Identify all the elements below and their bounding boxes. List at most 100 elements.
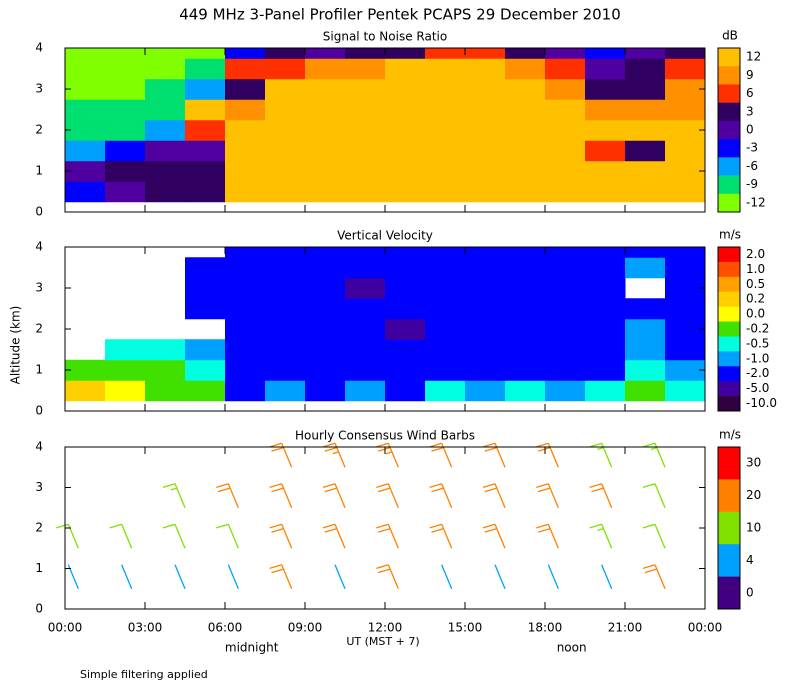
- colorbar-label: -0.2: [746, 322, 769, 336]
- barb-flag: [597, 527, 604, 531]
- barb-staff: [121, 523, 133, 549]
- barb-flag: [589, 483, 602, 488]
- heatmap-cell: [505, 318, 546, 340]
- barb-staff: [601, 524, 613, 549]
- wind-barb: [109, 523, 133, 549]
- heatmap-cell: [625, 119, 666, 141]
- barb-flag: [324, 527, 337, 533]
- heatmap-cell: [625, 298, 666, 320]
- heatmap-cell: [585, 359, 626, 381]
- heatmap-cell: [225, 380, 266, 402]
- barb-flag: [484, 446, 497, 452]
- colorbar-label: -12: [746, 195, 766, 209]
- colorbar-label: 1.0: [746, 262, 765, 276]
- heatmap-cell: [665, 99, 706, 121]
- wind-barb: [601, 564, 613, 589]
- heatmap-cell: [145, 160, 186, 182]
- heatmap-cell: [65, 119, 106, 141]
- heatmap-cell: [385, 277, 426, 299]
- heatmap-cell: [465, 257, 506, 279]
- heatmap-cell: [665, 181, 706, 203]
- heatmap-cell: [585, 140, 626, 162]
- heatmap-cell: [185, 78, 226, 100]
- heatmap-cell: [545, 359, 586, 381]
- barb-staff: [494, 524, 506, 549]
- barb-flag: [376, 523, 389, 529]
- heatmap-cell: [185, 359, 226, 381]
- heatmap-cell: [585, 380, 626, 402]
- barb-flag: [484, 487, 497, 493]
- y-axis-label: Altitude (km): [9, 306, 23, 385]
- heatmap-cell: [345, 339, 386, 361]
- heatmap-cell: [385, 380, 426, 402]
- barb-staff: [654, 524, 666, 549]
- heatmap-cell: [545, 140, 586, 162]
- wind-barb: [482, 483, 506, 508]
- colorbar-label: 0.0: [746, 307, 765, 321]
- wind-barb: [642, 483, 666, 508]
- wind-barb: [162, 483, 186, 508]
- colorbar-label: 6: [746, 86, 754, 100]
- colorbar-label: -6: [746, 159, 758, 173]
- heatmap-cell: [665, 48, 706, 59]
- heatmap-cell: [385, 257, 426, 279]
- heatmap-cell: [625, 380, 666, 402]
- x-tick-label: 15:00: [448, 621, 483, 635]
- heatmap-cell: [105, 48, 146, 59]
- heatmap-cell: [425, 277, 466, 299]
- heatmap-cell: [505, 277, 546, 299]
- heatmap-cell: [305, 78, 346, 100]
- colorbar-label: -9: [746, 177, 758, 191]
- heatmap-cell: [545, 119, 586, 141]
- heatmap-cell: [105, 99, 146, 121]
- heatmap-cell: [425, 298, 466, 320]
- colorbar-segment: [718, 447, 740, 480]
- colorbar-segment: [718, 479, 740, 513]
- barb-flag: [484, 527, 497, 533]
- heatmap-cell: [385, 99, 426, 121]
- colorbar-segment: [718, 139, 740, 158]
- heatmap-cell: [545, 277, 586, 299]
- heatmap-cell: [225, 140, 266, 162]
- barb-staff: [174, 483, 186, 508]
- heatmap-cell: [265, 298, 306, 320]
- wind-barb: [642, 523, 666, 549]
- colorbar-label: 10: [746, 521, 761, 535]
- heatmap-cell: [585, 119, 626, 141]
- heatmap-cell: [625, 359, 666, 381]
- colorbar-segment: [718, 120, 740, 140]
- barb-staff: [654, 483, 666, 508]
- heatmap-cell: [345, 181, 386, 203]
- heatmap-cell: [505, 78, 546, 100]
- heatmap-cell: [185, 380, 226, 402]
- y-tick-label: 4: [35, 240, 43, 254]
- heatmap-cell: [225, 359, 266, 381]
- heatmap-cell: [425, 247, 466, 258]
- heatmap-cell: [625, 99, 666, 121]
- colorbar-segment: [718, 102, 740, 122]
- heatmap-cell: [625, 339, 666, 361]
- heatmap-cell: [465, 339, 506, 361]
- wind-barb: [322, 483, 346, 508]
- barb-flag: [324, 446, 337, 452]
- heatmap-cell: [425, 119, 466, 141]
- heatmap-cell: [425, 160, 466, 182]
- heatmap-cell: [265, 58, 306, 80]
- colorbar-segment: [718, 175, 740, 195]
- heatmap-cell: [105, 160, 146, 182]
- heatmap-cell: [185, 298, 226, 320]
- heatmap-cell: [225, 78, 266, 100]
- heatmap-cell: [225, 298, 266, 320]
- barb-staff: [174, 524, 186, 549]
- wind-barb: [376, 564, 399, 589]
- barb-staff: [601, 564, 613, 589]
- heatmap-cell: [425, 318, 466, 340]
- heatmap-cell: [465, 277, 506, 299]
- panel-title: Vertical Velocity: [337, 229, 433, 243]
- heatmap-cell: [465, 318, 506, 340]
- heatmap-cell: [625, 48, 666, 59]
- wind-barb: [322, 523, 346, 549]
- barb-flag: [109, 523, 122, 529]
- barb-staff: [334, 524, 346, 549]
- heatmap-cell: [665, 140, 706, 162]
